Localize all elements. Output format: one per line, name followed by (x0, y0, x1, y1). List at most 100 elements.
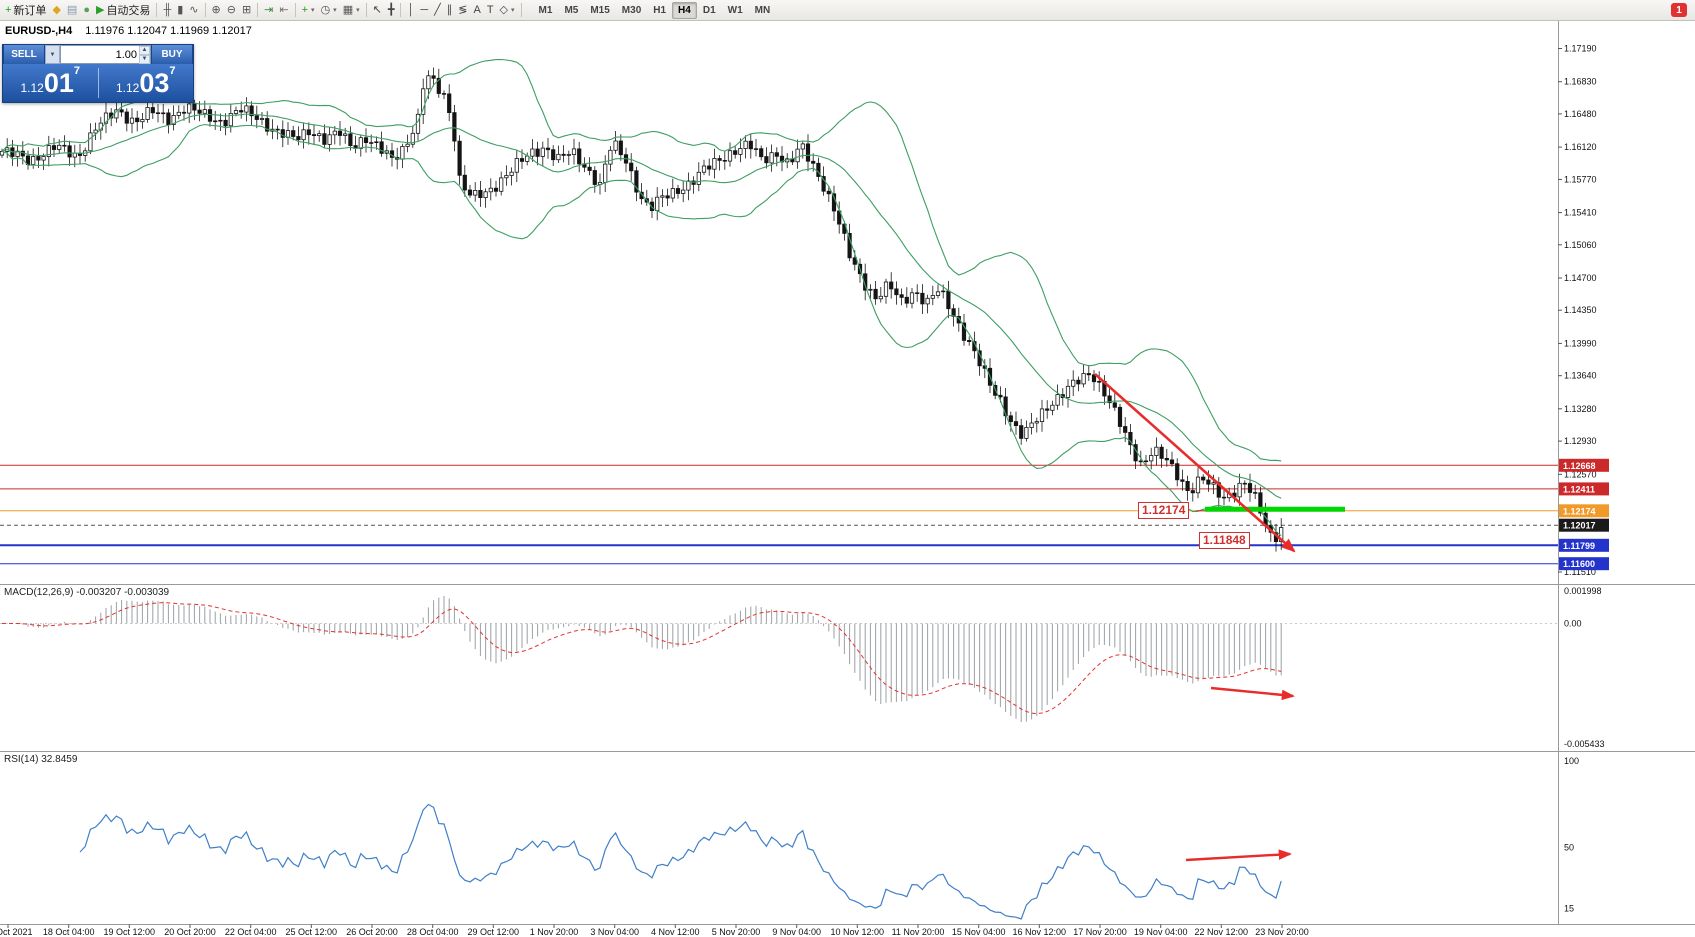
indicators-button[interactable]: + ▾ (299, 4, 318, 17)
alerts-icon: ◆ (52, 3, 61, 16)
trendline-icon: ╱ (434, 3, 441, 16)
autotrading-button-label: 自动交易 (106, 5, 151, 17)
sell-price[interactable]: 1.12017 (3, 65, 98, 101)
timeframe-h4-button[interactable]: H4 (672, 1, 697, 19)
svg-text:1.12017: 1.12017 (1563, 521, 1596, 531)
toolbar-separator (257, 3, 259, 17)
label-button[interactable]: T (484, 4, 497, 17)
timeframe-m1-button[interactable]: M1 (538, 4, 553, 16)
svg-text:22 Nov 12:00: 22 Nov 12:00 (1195, 927, 1249, 937)
volume-field[interactable]: 1.00 ▲ ▼ (60, 45, 151, 64)
fibonacci-icon: ≶ (458, 3, 468, 16)
bar-chart-button[interactable]: ╫ (160, 4, 174, 17)
macd-signal-line (1, 602, 1282, 715)
rsi-indicator-label: RSI(14) 32.8459 (4, 754, 78, 765)
toolbar-separator (204, 3, 206, 17)
dropdown-arrow-icon: ▾ (511, 7, 515, 14)
line-chart-icon: ∿ (189, 3, 199, 16)
channel-icon: ∥ (446, 3, 453, 16)
cursor-icon: ↖ (372, 3, 382, 16)
svg-text:1.16480: 1.16480 (1564, 109, 1597, 119)
spinner-down-icon[interactable]: ▼ (139, 54, 150, 64)
label-icon: T (486, 3, 494, 16)
zoom-in-button[interactable]: ⊕ (209, 4, 224, 17)
tile-windows-button[interactable]: ⊞ (239, 4, 254, 17)
autotrading-button[interactable]: ▶ 自动交易 (93, 1, 153, 19)
bollinger-lower-band (1, 123, 1282, 537)
horizontal-level-lines[interactable] (0, 464, 1558, 565)
svg-text:10 Nov 12:00: 10 Nov 12:00 (831, 927, 885, 937)
svg-text:16 Nov 12:00: 16 Nov 12:00 (1013, 927, 1067, 937)
text-button[interactable]: A (470, 4, 483, 17)
svg-text:1.15410: 1.15410 (1564, 208, 1597, 218)
svg-text:11 Nov 20:00: 11 Nov 20:00 (892, 927, 945, 937)
buy-price[interactable]: 1.12037 (99, 65, 194, 101)
zoom-out-button[interactable]: ⊖ (224, 4, 239, 17)
chart-shift-button[interactable]: ⇤ (276, 4, 291, 17)
timeframe-d1-button[interactable]: D1 (702, 4, 716, 16)
bollinger-bands (1, 58, 1282, 537)
horizontal-line-icon: ─ (420, 3, 429, 16)
fibonacci-button[interactable]: ≶ (455, 4, 470, 17)
svg-text:3 Nov 04:00: 3 Nov 04:00 (590, 927, 639, 937)
buy-price-sup: 7 (169, 65, 176, 77)
templates-button[interactable]: ▦ ▾ (340, 4, 363, 17)
timeframe-m30-button[interactable]: M30 (621, 4, 642, 16)
svg-text:1.17190: 1.17190 (1564, 44, 1597, 54)
sell-button[interactable]: SELL (3, 45, 45, 64)
toolbar-separator (156, 3, 158, 17)
market-watch-button[interactable]: ▤ (64, 4, 80, 17)
timeframe-toolbar: M1 M5 M15 M30 H1 H4 D1 W1 MN (533, 1, 777, 19)
horizontal-line-button[interactable]: ─ (417, 4, 431, 17)
timeframe-m15-button[interactable]: M15 (590, 4, 610, 16)
sell-price-big: 01 (43, 68, 74, 98)
channel-button[interactable]: ∥ (444, 4, 456, 17)
time-axis[interactable]: 15 Oct 2021 18 Oct 04:00 19 Oct 12:00 20 Oc… (0, 924, 1309, 937)
svg-text:1.11799: 1.11799 (1563, 541, 1595, 551)
buy-button[interactable]: BUY (151, 45, 193, 64)
volume-value: 1.00 (115, 48, 137, 61)
autotrading-icon: ▶ (95, 3, 105, 16)
timeframe-h1-button[interactable]: H1 (653, 4, 667, 16)
trendline-button[interactable]: ╱ (431, 4, 444, 17)
auto-scroll-button[interactable]: ⇥ (261, 4, 276, 17)
svg-text:18 Oct 04:00: 18 Oct 04:00 (43, 927, 95, 937)
one-click-trading-panel: SELL ▼ 1.00 ▲ ▼ BUY 1.12017 1.12037 (2, 44, 194, 103)
market-watch-icon: ▤ (66, 3, 78, 16)
tile-windows-icon: ⊞ (241, 3, 252, 16)
svg-text:1.14700: 1.14700 (1564, 273, 1597, 283)
shapes-button[interactable]: ◇ ▾ (497, 4, 518, 17)
svg-text:0.001998: 0.001998 (1564, 586, 1602, 596)
volume-spinners[interactable]: ▲ ▼ (139, 45, 150, 64)
svg-text:0.00: 0.00 (1564, 619, 1582, 629)
crosshair-button[interactable]: ╋ (385, 4, 398, 17)
line-chart-button[interactable]: ∿ (186, 4, 201, 17)
spinner-up-icon[interactable]: ▲ (139, 45, 150, 55)
timeframe-m5-button[interactable]: M5 (564, 4, 579, 16)
vertical-line-button[interactable]: │ (404, 4, 417, 17)
indicators-icon: + (301, 3, 309, 16)
svg-text:1.14350: 1.14350 (1564, 305, 1597, 315)
price-axis[interactable]: 1.17190 1.16830 1.16480 1.16120 1.15770 1.154… (1558, 44, 1609, 578)
timeframe-mn-button[interactable]: MN (754, 4, 771, 16)
svg-text:1.13640: 1.13640 (1564, 371, 1597, 381)
periods-button[interactable]: ◷ ▾ (318, 4, 340, 17)
templates-icon: ▦ (342, 3, 354, 16)
chart-symbol: EURUSD-,H4 (5, 25, 73, 37)
navigator-button[interactable]: ● (80, 4, 93, 17)
cursor-button[interactable]: ↖ (370, 4, 385, 17)
candlestick-chart-button[interactable]: ▮ (174, 4, 186, 17)
buy-price-prefix: 1.12 (115, 81, 140, 95)
trend-arrows[interactable] (1094, 373, 1296, 862)
toolbar-separator (400, 3, 402, 17)
alerts-button[interactable]: ◆ (49, 4, 63, 17)
macd-histogram (6, 596, 1282, 723)
svg-text:1.12570: 1.12570 (1564, 469, 1597, 479)
timeframe-w1-button[interactable]: W1 (727, 4, 743, 16)
svg-text:1.15770: 1.15770 (1564, 174, 1597, 184)
notification-badge[interactable]: 1 (1671, 3, 1687, 17)
svg-text:1.11600: 1.11600 (1563, 559, 1595, 569)
new-order-button[interactable]: + 新订单 (2, 1, 49, 19)
volume-dropdown-button[interactable]: ▼ (45, 45, 60, 64)
